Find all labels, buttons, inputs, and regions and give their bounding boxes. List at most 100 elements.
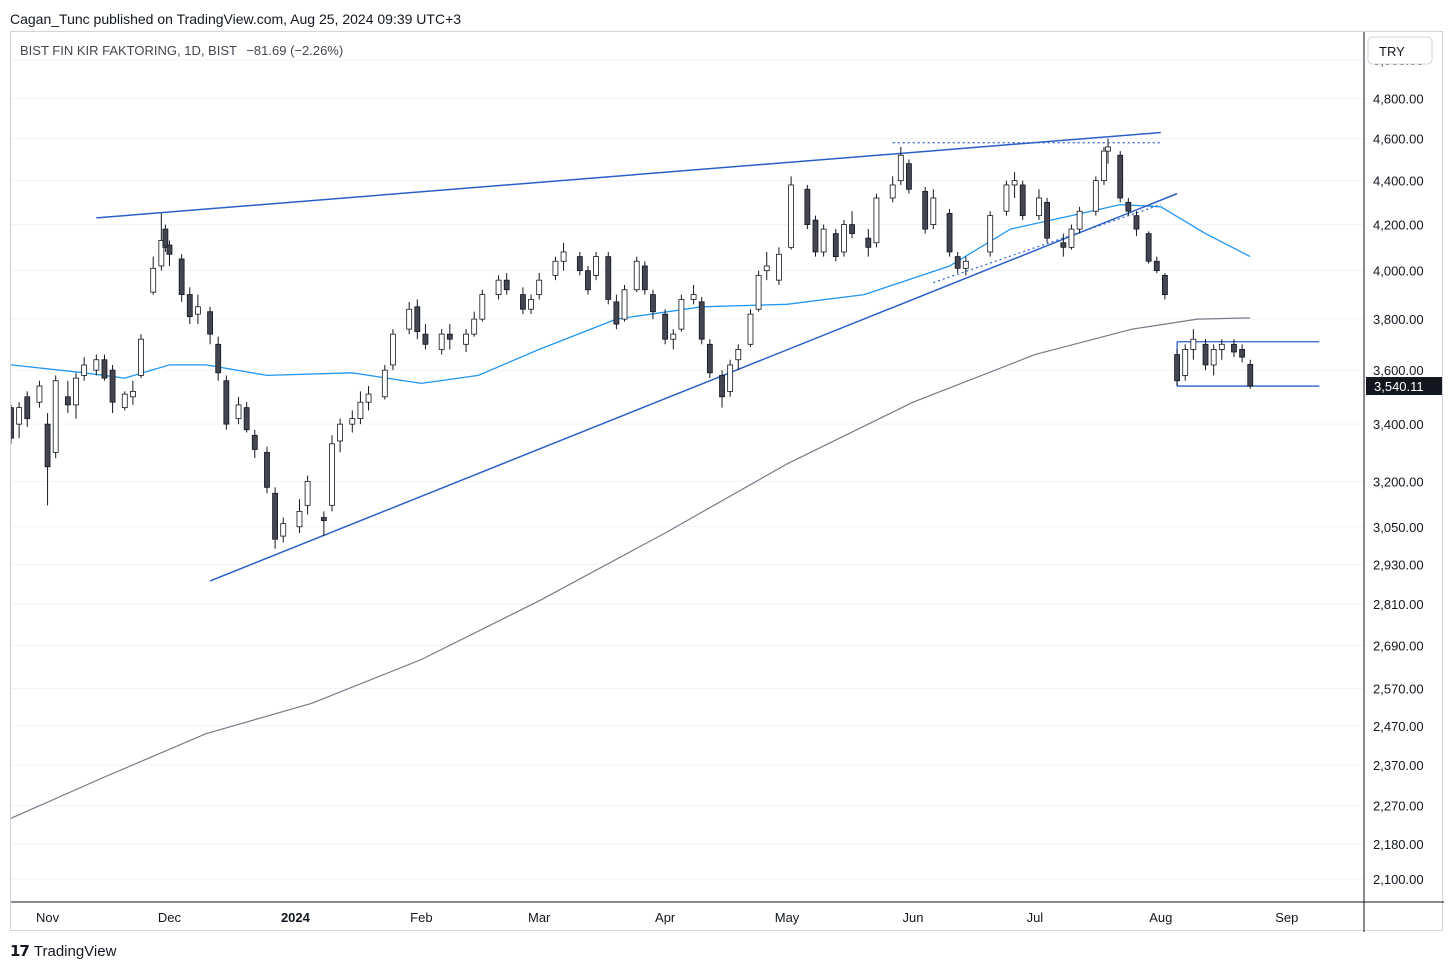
candle[interactable] (158, 213, 165, 271)
candle[interactable] (101, 354, 108, 381)
candle[interactable] (520, 287, 526, 315)
candle[interactable] (613, 294, 620, 330)
candle[interactable] (1162, 273, 1168, 300)
candle[interactable] (73, 372, 79, 419)
candle[interactable] (81, 357, 88, 381)
candle[interactable] (698, 297, 705, 345)
candle[interactable] (922, 187, 929, 234)
candle[interactable] (109, 364, 116, 414)
candle[interactable] (946, 208, 953, 257)
candle[interactable] (235, 396, 242, 425)
candle[interactable] (662, 309, 669, 345)
candle[interactable] (162, 224, 169, 252)
candle[interactable] (1133, 211, 1140, 236)
candle[interactable] (195, 294, 201, 325)
candle[interactable] (215, 336, 222, 381)
candle[interactable] (129, 380, 136, 405)
upper-resistance-line[interactable] (96, 131, 1161, 219)
candle[interactable] (605, 251, 612, 305)
candle[interactable] (207, 306, 213, 345)
candle[interactable] (414, 299, 421, 340)
candle[interactable] (1218, 339, 1225, 360)
candle[interactable] (930, 189, 937, 230)
candle[interactable] (446, 324, 453, 350)
candle[interactable] (1190, 329, 1197, 360)
candle[interactable] (1019, 180, 1026, 221)
candle[interactable] (735, 344, 742, 371)
candle[interactable] (1247, 359, 1254, 389)
candle[interactable] (24, 391, 31, 427)
candle[interactable] (650, 289, 656, 320)
candle[interactable] (641, 261, 648, 295)
candle[interactable] (1060, 233, 1067, 257)
candle[interactable] (633, 256, 640, 293)
candle[interactable] (251, 429, 258, 459)
candle[interactable] (223, 375, 230, 430)
currency-badge[interactable]: TRY (1367, 36, 1433, 65)
candle[interactable] (1003, 180, 1010, 216)
candle[interactable] (150, 256, 157, 295)
candle[interactable] (36, 380, 43, 408)
candle[interactable] (264, 446, 270, 494)
candle[interactable] (1011, 172, 1018, 198)
candle[interactable] (962, 256, 969, 276)
candle[interactable] (337, 418, 344, 453)
chart-frame[interactable]: 5,000.004,800.004,600.004,400.004,200.00… (10, 31, 1444, 932)
candle[interactable] (1239, 344, 1246, 363)
candle[interactable] (296, 499, 303, 533)
candle[interactable] (365, 386, 372, 411)
candle[interactable] (390, 329, 396, 371)
candle[interactable] (1117, 151, 1124, 203)
candle[interactable] (528, 294, 534, 315)
candle[interactable] (621, 284, 628, 322)
candle[interactable] (576, 251, 583, 276)
candle[interactable] (1092, 176, 1099, 216)
candle[interactable] (552, 256, 559, 281)
candle[interactable] (776, 247, 782, 285)
candle[interactable] (987, 211, 994, 257)
candle[interactable] (422, 324, 429, 350)
candle[interactable] (1153, 256, 1160, 274)
candle[interactable] (357, 391, 364, 425)
candle[interactable] (670, 329, 677, 350)
candle[interactable] (755, 270, 762, 312)
candle[interactable] (841, 220, 847, 257)
candle[interactable] (1101, 146, 1107, 185)
candle[interactable] (1231, 339, 1237, 358)
candle[interactable] (479, 289, 486, 322)
candle[interactable] (1174, 349, 1180, 387)
candle[interactable] (280, 517, 287, 543)
candle[interactable] (1125, 197, 1132, 216)
candle[interactable] (788, 176, 795, 250)
candle[interactable] (52, 375, 59, 459)
candle[interactable] (820, 224, 827, 257)
candle[interactable] (1036, 189, 1042, 221)
candle[interactable] (897, 146, 904, 185)
candle[interactable] (471, 311, 478, 337)
candle[interactable] (889, 176, 896, 203)
candle[interactable] (706, 339, 713, 379)
candle[interactable] (585, 265, 591, 295)
candle[interactable] (1145, 231, 1152, 264)
candle[interactable] (349, 410, 356, 433)
candle[interactable] (849, 211, 855, 239)
candle[interactable] (381, 364, 388, 400)
candle[interactable] (121, 391, 128, 411)
candle[interactable] (727, 359, 734, 397)
candle[interactable] (804, 184, 811, 230)
candle[interactable] (406, 301, 413, 335)
candle[interactable] (954, 251, 961, 274)
candle[interactable] (1210, 344, 1217, 376)
candle[interactable] (1202, 339, 1209, 371)
candle[interactable] (1076, 206, 1083, 234)
candle[interactable] (16, 402, 23, 439)
candle[interactable] (690, 284, 697, 305)
candle[interactable] (243, 402, 250, 433)
candle[interactable] (495, 275, 502, 300)
lower-support-line[interactable] (209, 192, 1178, 582)
candle[interactable] (593, 251, 599, 281)
candle[interactable] (11, 404, 14, 444)
candle[interactable] (536, 273, 543, 300)
candle[interactable] (138, 334, 144, 379)
candle[interactable] (166, 240, 173, 266)
